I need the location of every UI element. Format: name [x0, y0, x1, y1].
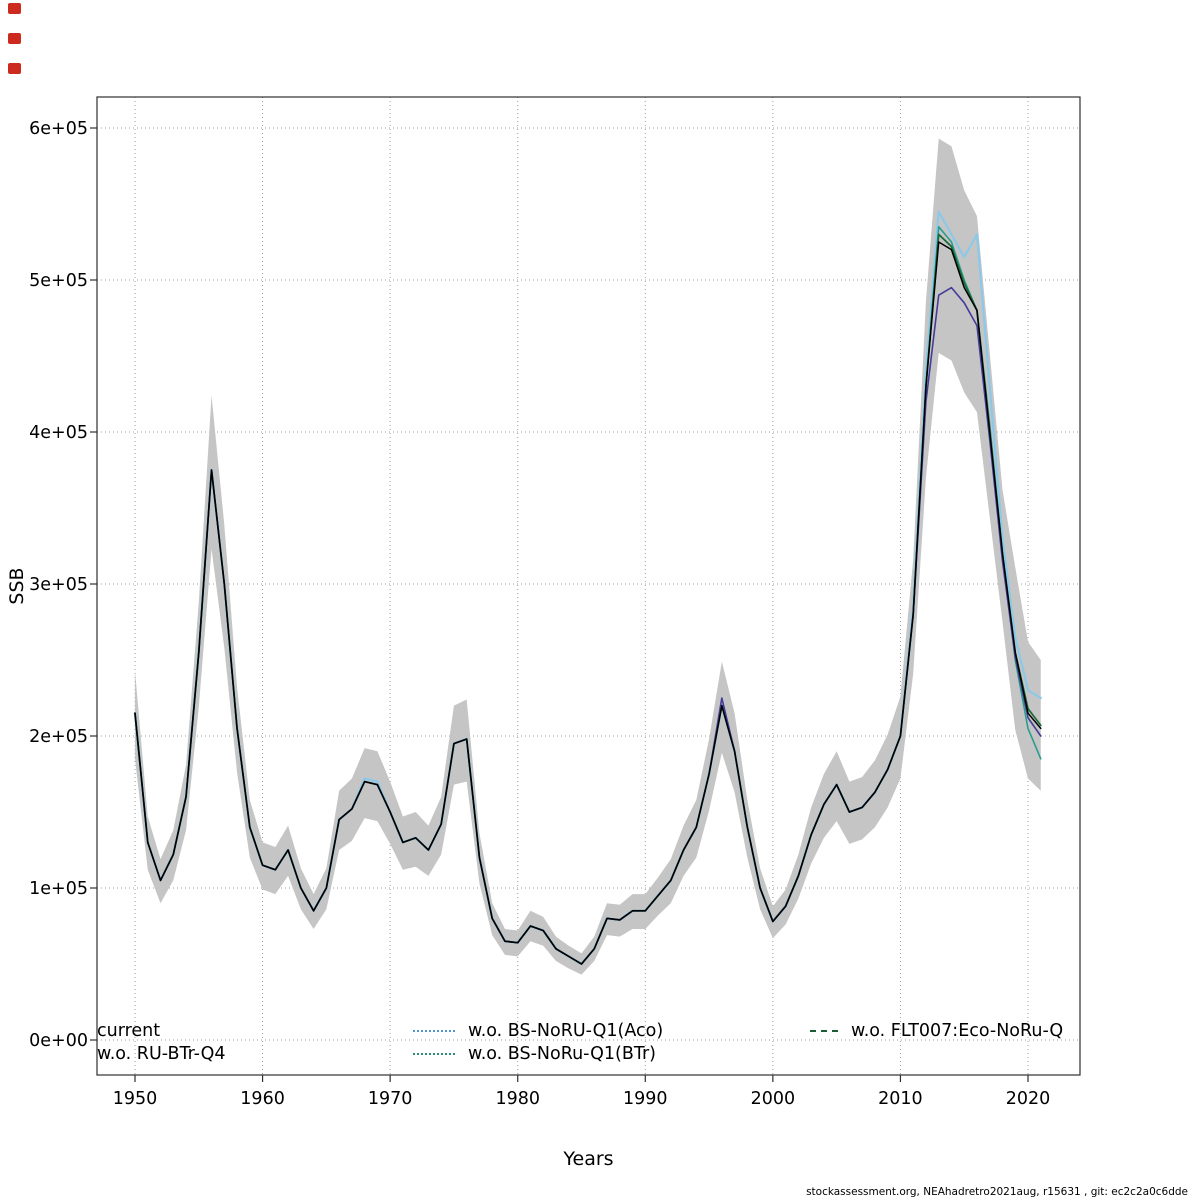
x-tick-label: 1970	[368, 1089, 413, 1109]
y-axis-title: SSB	[6, 567, 28, 605]
x-tick-label: 1980	[495, 1089, 540, 1109]
x-tick-label: 2000	[751, 1089, 796, 1109]
y-tick-label: 5e+05	[29, 271, 88, 291]
confidence-band	[135, 138, 1041, 975]
series-line-current	[134, 241, 1042, 965]
screen-artifact	[8, 63, 21, 74]
y-tick-label: 0e+00	[29, 1031, 88, 1051]
x-tick-label: 1990	[623, 1089, 668, 1109]
y-tick-label: 1e+05	[29, 879, 88, 899]
screen-artifact	[8, 33, 21, 44]
x-tick-label: 1960	[240, 1089, 285, 1109]
y-tick-label: 3e+05	[29, 575, 88, 595]
y-tick-label: 4e+05	[29, 423, 88, 443]
y-tick-label: 6e+05	[29, 119, 88, 139]
plot-frame	[96, 96, 1081, 1076]
x-tick-label: 1950	[113, 1089, 158, 1109]
y-tick-label: 2e+05	[29, 727, 88, 747]
x-tick-label: 2020	[1006, 1089, 1051, 1109]
screen-artifact	[8, 3, 21, 14]
footer-credit: stockassessment.org, NEAhadretro2021aug,…	[806, 1186, 1188, 1198]
x-axis-title: Years	[563, 1148, 614, 1170]
x-tick-label: 2010	[878, 1089, 923, 1109]
